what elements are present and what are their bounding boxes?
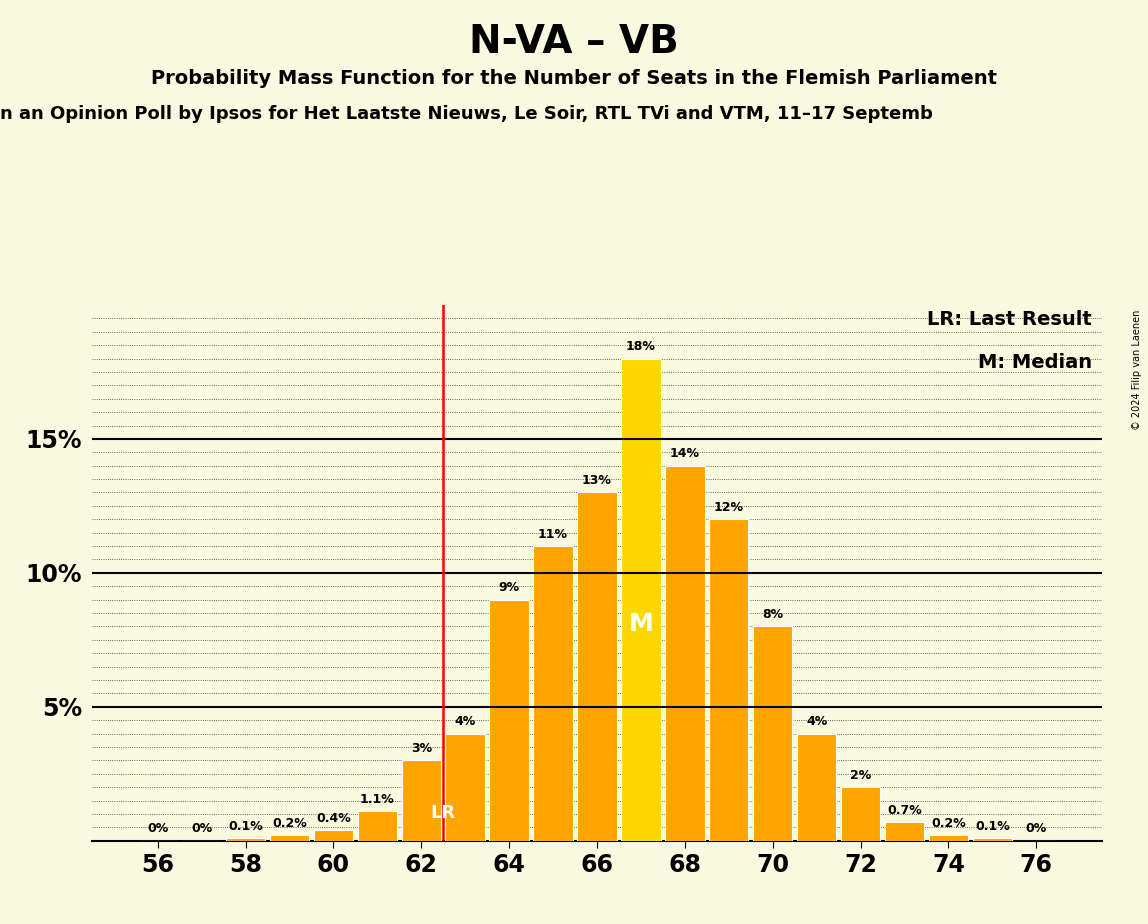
Text: 3%: 3%: [411, 742, 432, 755]
Text: 0.1%: 0.1%: [975, 820, 1009, 833]
Bar: [226, 838, 265, 841]
Text: 8%: 8%: [762, 608, 783, 621]
Text: 11%: 11%: [538, 528, 568, 541]
Text: 0%: 0%: [1025, 822, 1047, 835]
Bar: [621, 359, 660, 841]
Bar: [313, 830, 354, 841]
Text: M: Median: M: Median: [978, 353, 1092, 372]
Text: 9%: 9%: [498, 581, 520, 594]
Text: 0.2%: 0.2%: [272, 817, 307, 830]
Bar: [577, 492, 616, 841]
Text: © 2024 Filip van Laenen: © 2024 Filip van Laenen: [1132, 310, 1142, 430]
Text: LR: LR: [430, 804, 456, 821]
Text: 13%: 13%: [582, 474, 612, 487]
Text: 0.2%: 0.2%: [931, 817, 965, 830]
Text: LR: Last Result: LR: Last Result: [928, 310, 1092, 329]
Text: M: M: [628, 612, 653, 636]
Bar: [797, 734, 837, 841]
Text: n an Opinion Poll by Ipsos for Het Laatste Nieuws, Le Soir, RTL TVi and VTM, 11–: n an Opinion Poll by Ipsos for Het Laats…: [0, 105, 933, 123]
Bar: [534, 546, 573, 841]
Text: 0%: 0%: [147, 822, 169, 835]
Text: 2%: 2%: [850, 769, 871, 782]
Bar: [402, 760, 441, 841]
Text: 12%: 12%: [714, 501, 744, 514]
Bar: [840, 787, 881, 841]
Bar: [709, 519, 748, 841]
Bar: [885, 822, 924, 841]
Bar: [753, 626, 792, 841]
Bar: [929, 835, 968, 841]
Bar: [972, 838, 1013, 841]
Bar: [665, 466, 705, 841]
Text: 0.4%: 0.4%: [316, 812, 351, 825]
Text: N-VA – VB: N-VA – VB: [470, 23, 678, 61]
Text: 4%: 4%: [806, 715, 828, 728]
Text: 0.7%: 0.7%: [887, 804, 922, 817]
Bar: [357, 811, 397, 841]
Text: 14%: 14%: [669, 447, 700, 460]
Text: 1.1%: 1.1%: [360, 793, 395, 806]
Text: 0.1%: 0.1%: [228, 820, 263, 833]
Bar: [489, 600, 529, 841]
Bar: [270, 835, 309, 841]
Bar: [445, 734, 484, 841]
Text: Probability Mass Function for the Number of Seats in the Flemish Parliament: Probability Mass Function for the Number…: [152, 69, 996, 89]
Text: 0%: 0%: [191, 822, 212, 835]
Text: 4%: 4%: [455, 715, 475, 728]
Text: 18%: 18%: [626, 340, 656, 353]
